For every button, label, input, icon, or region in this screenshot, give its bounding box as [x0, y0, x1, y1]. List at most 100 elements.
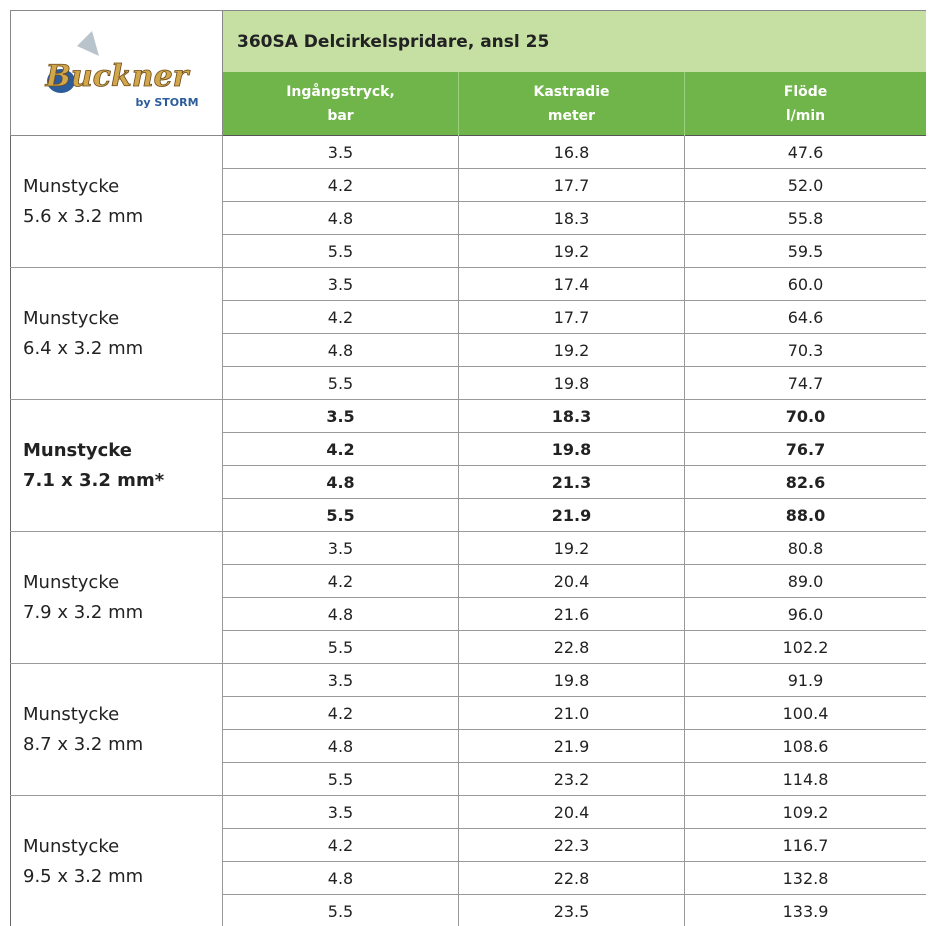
- data-cell: 80.8: [683, 531, 926, 565]
- data-cell: 19.8: [458, 432, 685, 466]
- data-row: Munstycke 5.6 x 3.2 mm 3.5 16.8 47.6: [10, 135, 926, 268]
- text-line: Flöde: [783, 83, 828, 100]
- data-cell: 102.2: [683, 630, 926, 664]
- nozzle-label: Munstycke 5.6 x 3.2 mm: [10, 135, 223, 268]
- data-cell: 91.9: [683, 663, 926, 697]
- table-title: 360SA Delcirkelspridare, ansl 25: [222, 10, 926, 73]
- text-line: Munstycke: [23, 439, 132, 461]
- data-cell: 114.8: [683, 762, 926, 796]
- column-header-row: Ingångstryck, bar Kastradie meter Flöde l/min: [11, 72, 926, 136]
- data-cell: 64.6: [683, 300, 926, 334]
- data-cell: 4.2: [222, 300, 459, 334]
- data-row: 4.2 20.4 89.0: [11, 564, 926, 598]
- data-cell: 116.7: [683, 828, 926, 862]
- data-cell: 22.8: [458, 861, 685, 895]
- data-cell: 132.8: [683, 861, 926, 895]
- data-cell: 5.5: [222, 366, 459, 400]
- data-row: Munstycke 9.5 x 3.2 mm 3.5 20.4 109.2: [10, 795, 926, 926]
- data-cell: 19.2: [458, 333, 685, 367]
- nozzle-label: Munstycke 9.5 x 3.2 mm: [10, 795, 223, 926]
- data-cell: 3.5: [222, 135, 459, 169]
- data-cell: 5.5: [222, 498, 459, 532]
- text-line: l/min: [785, 107, 826, 124]
- text-line: Munstycke: [23, 571, 120, 593]
- data-cell: 109.2: [683, 795, 926, 829]
- data-cell: 108.6: [683, 729, 926, 763]
- data-row: 4.8 21.6 96.0: [11, 597, 926, 631]
- data-cell: 4.8: [222, 597, 459, 631]
- data-cell: 20.4: [458, 564, 685, 598]
- logo-drop: [46, 69, 75, 93]
- data-row: 4.2 22.3 116.7: [11, 828, 926, 862]
- data-cell: 5.5: [222, 894, 459, 926]
- logo-mark: [76, 31, 99, 56]
- data-cell: 19.8: [458, 663, 685, 697]
- data-cell: 21.3: [458, 465, 685, 499]
- data-cell: 4.8: [222, 861, 459, 895]
- text-line: 7.1 x 3.2 mm*: [23, 469, 165, 491]
- data-row: 4.2 21.0 100.4: [11, 696, 926, 730]
- data-row: 4.2 19.8 76.7: [11, 432, 926, 466]
- text-line: Kastradie: [533, 83, 610, 100]
- text-line: Munstycke: [23, 307, 120, 329]
- data-cell: 17.7: [458, 168, 685, 202]
- data-cell: 133.9: [683, 894, 926, 926]
- data-cell: 19.2: [458, 234, 685, 268]
- logo: Buckner by STORM: [10, 10, 223, 136]
- data-row: 5.5 19.2 59.5: [11, 234, 926, 268]
- text-line: meter: [547, 107, 596, 124]
- data-cell: 55.8: [683, 201, 926, 235]
- data-cell: 59.5: [683, 234, 926, 268]
- data-cell: 100.4: [683, 696, 926, 730]
- data-cell: 5.5: [222, 762, 459, 796]
- data-row: 4.2 17.7 52.0: [11, 168, 926, 202]
- data-cell: 23.2: [458, 762, 685, 796]
- data-row: 5.5 19.8 74.7: [11, 366, 926, 400]
- data-cell: 21.0: [458, 696, 685, 730]
- data-row: 4.8 19.2 70.3: [11, 333, 926, 367]
- data-cell: 82.6: [683, 465, 926, 499]
- data-cell: 70.0: [683, 399, 926, 433]
- data-cell: 19.2: [458, 531, 685, 565]
- text-line: Munstycke: [23, 703, 120, 725]
- text-line: 9.5 x 3.2 mm: [23, 865, 144, 887]
- data-cell: 23.5: [458, 894, 685, 926]
- data-row: Munstycke 6.4 x 3.2 mm 3.5 17.4 60.0: [10, 267, 926, 400]
- data-cell: 4.2: [222, 828, 459, 862]
- data-row: 5.5 23.5 133.9: [11, 894, 926, 926]
- data-cell: 22.3: [458, 828, 685, 862]
- logo-brand: Buckner: [44, 59, 190, 94]
- data-cell: 21.9: [458, 498, 685, 532]
- data-row: 4.8 18.3 55.8: [11, 201, 926, 235]
- logo-sub: by STORM: [135, 96, 198, 109]
- data-cell: 16.8: [458, 135, 685, 169]
- data-cell: 18.3: [458, 201, 685, 235]
- data-row: Munstycke 7.9 x 3.2 mm 3.5 19.2 80.8: [10, 531, 926, 664]
- data-cell: 19.8: [458, 366, 685, 400]
- data-cell: 4.8: [222, 729, 459, 763]
- nozzle-label: Munstycke 7.1 x 3.2 mm*: [10, 399, 223, 532]
- data-cell: 22.8: [458, 630, 685, 664]
- data-row: 4.2 17.7 64.6: [11, 300, 926, 334]
- nozzle-label: Munstycke 6.4 x 3.2 mm: [10, 267, 223, 400]
- text-line: Munstycke: [23, 835, 120, 857]
- data-row: Munstycke 7.1 x 3.2 mm* 3.5 18.3 70.0: [10, 399, 926, 532]
- column-header: Flöde l/min: [684, 72, 926, 136]
- data-cell: 4.2: [222, 168, 459, 202]
- data-cell: 17.7: [458, 300, 685, 334]
- text-line: Munstycke: [23, 175, 120, 197]
- text-line: 5.6 x 3.2 mm: [23, 205, 144, 227]
- data-cell: 4.2: [222, 696, 459, 730]
- data-cell: 4.2: [222, 564, 459, 598]
- data-cell: 3.5: [222, 663, 459, 697]
- data-cell: 3.5: [222, 795, 459, 829]
- data-cell: 4.8: [222, 465, 459, 499]
- data-cell: 4.8: [222, 333, 459, 367]
- data-cell: 76.7: [683, 432, 926, 466]
- data-cell: 20.4: [458, 795, 685, 829]
- data-cell: 70.3: [683, 333, 926, 367]
- data-cell: 52.0: [683, 168, 926, 202]
- data-cell: 96.0: [683, 597, 926, 631]
- data-row: Munstycke 8.7 x 3.2 mm 3.5 19.8 91.9: [10, 663, 926, 796]
- table: Buckner by STORM 360SA Delcirkelspridare…: [10, 10, 926, 926]
